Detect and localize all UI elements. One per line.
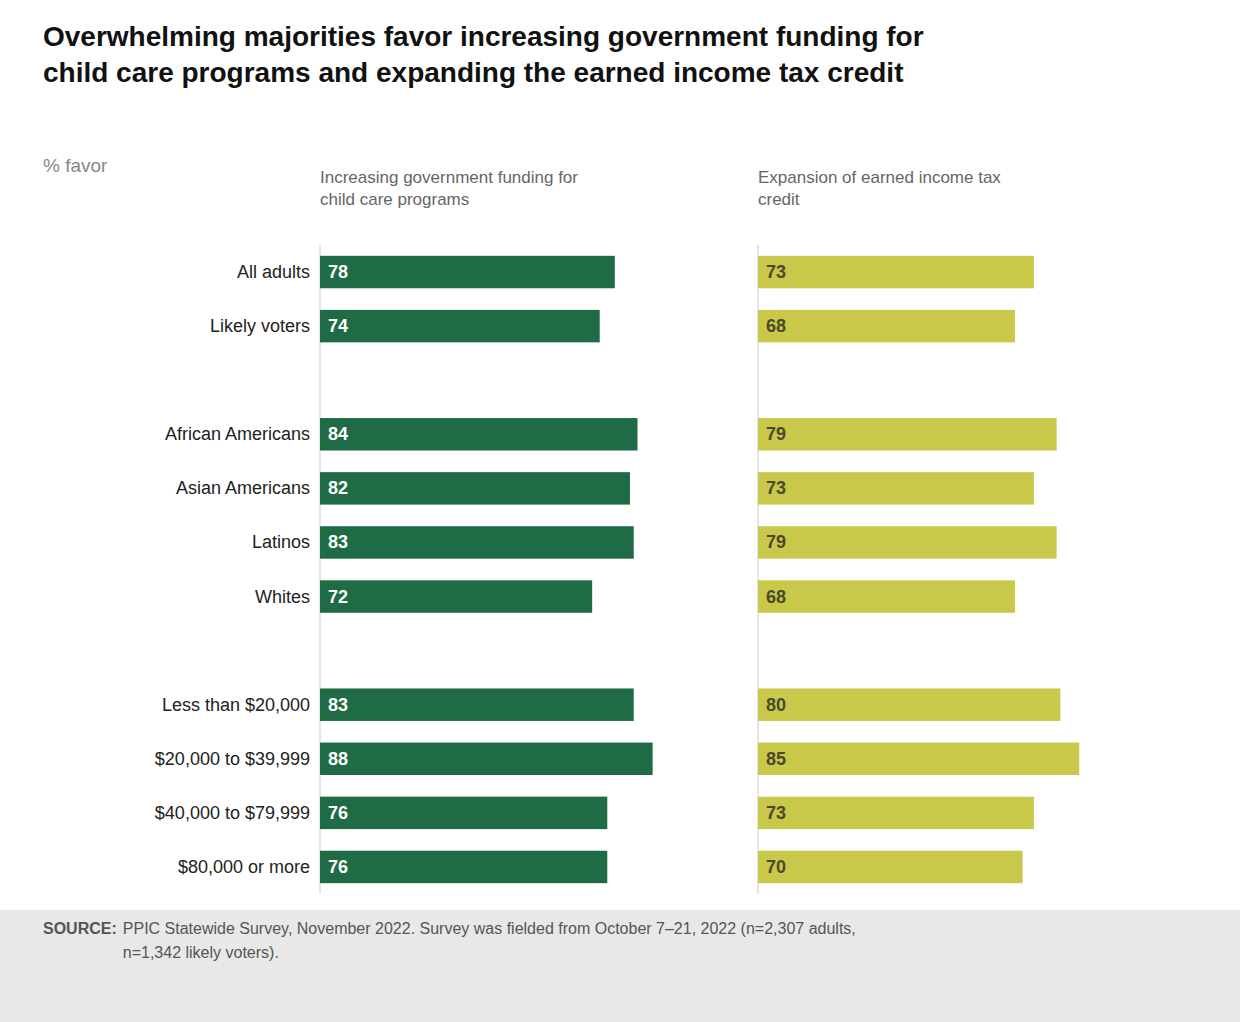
- data-label: 76: [328, 857, 348, 877]
- data-label: 68: [766, 587, 786, 607]
- bar: [320, 797, 607, 829]
- title-line: child care programs and expanding the ea…: [43, 57, 903, 88]
- bar: [758, 256, 1034, 288]
- bar: [758, 418, 1057, 450]
- category-label: Whites: [255, 587, 310, 607]
- data-label: 74: [328, 316, 348, 336]
- category-label: African Americans: [165, 424, 310, 444]
- subtitle-line: % favor: [43, 155, 108, 176]
- data-label: 73: [766, 478, 786, 498]
- bar: [758, 797, 1034, 829]
- data-label: 79: [766, 532, 786, 552]
- data-label: 84: [328, 424, 348, 444]
- data-label: 83: [328, 695, 348, 715]
- bar: [320, 851, 607, 883]
- source-text-line: PPIC Statewide Survey, November 2022. Su…: [123, 920, 856, 937]
- column-header: Expansion of earned income tax credit: [758, 168, 1001, 209]
- title-line: Overwhelming majorities favor increasing…: [43, 21, 924, 52]
- category-label: $40,000 to $79,999: [155, 803, 310, 823]
- bar: [320, 418, 638, 450]
- chart-root: Overwhelming majorities favor increasing…: [0, 0, 1240, 1022]
- column-header: Increasing government funding for child c…: [320, 168, 578, 209]
- bar: [758, 743, 1079, 775]
- bar: [758, 580, 1015, 612]
- bar: [320, 743, 653, 775]
- background: [0, 0, 1240, 1022]
- category-label: Asian Americans: [176, 478, 310, 498]
- bar: [320, 310, 600, 342]
- data-label: 70: [766, 857, 786, 877]
- column-header-line: Expansion of earned income tax: [758, 168, 1001, 187]
- category-label: Less than $20,000: [162, 695, 310, 715]
- column-header-line: child care programs: [320, 190, 469, 209]
- data-label: 80: [766, 695, 786, 715]
- footer-background: [0, 910, 1240, 1022]
- source-text-line: n=1,342 likely voters).: [123, 944, 279, 961]
- data-label: 68: [766, 316, 786, 336]
- bars: [758, 256, 1079, 883]
- bar: [758, 526, 1057, 558]
- subtitle: % favor: [43, 155, 108, 176]
- data-label: 83: [328, 532, 348, 552]
- data-label: 72: [328, 587, 348, 607]
- bar: [758, 688, 1060, 720]
- category-label: All adults: [237, 262, 310, 282]
- category-label: $20,000 to $39,999: [155, 749, 310, 769]
- category-label: Latinos: [252, 532, 310, 552]
- data-label: 73: [766, 803, 786, 823]
- data-label: 78: [328, 262, 348, 282]
- data-label: 88: [328, 749, 348, 769]
- bar: [758, 472, 1034, 504]
- source-text: PPIC Statewide Survey, November 2022. Su…: [123, 920, 856, 961]
- column-header-line: credit: [758, 190, 800, 209]
- bar: [320, 472, 630, 504]
- bars: [320, 256, 653, 883]
- data-label: 73: [766, 262, 786, 282]
- bar: [320, 580, 592, 612]
- bar: [320, 688, 634, 720]
- data-label: 76: [328, 803, 348, 823]
- bar: [758, 851, 1023, 883]
- source-label: SOURCE:: [43, 920, 117, 937]
- category-label: Likely voters: [210, 316, 310, 336]
- bar: [320, 526, 634, 558]
- category-label: $80,000 or more: [178, 857, 310, 877]
- data-label: 85: [766, 749, 786, 769]
- data-label: 79: [766, 424, 786, 444]
- title: Overwhelming majorities favor increasing…: [43, 21, 924, 88]
- data-label: 82: [328, 478, 348, 498]
- column-header-line: Increasing government funding for: [320, 168, 578, 187]
- bar: [758, 310, 1015, 342]
- bar: [320, 256, 615, 288]
